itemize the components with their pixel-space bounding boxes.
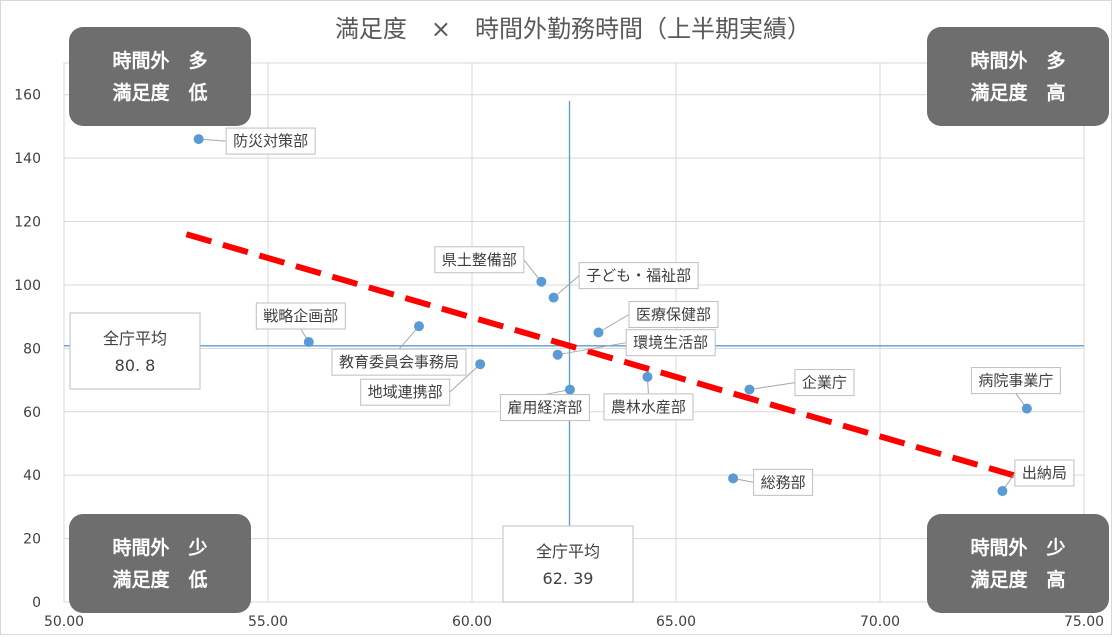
leader-line	[557, 342, 627, 356]
data-label-box	[255, 302, 346, 330]
quadrant-label: 時間外 多	[112, 49, 207, 72]
data-label-box	[331, 348, 467, 376]
x-tick-label: 70.00	[860, 614, 900, 630]
data-label-box	[225, 127, 316, 155]
data-point	[642, 371, 653, 382]
quadrant-box-top-right	[927, 27, 1109, 126]
average-x-box	[502, 525, 634, 603]
leader-line	[598, 314, 630, 333]
y-tick-label: 160	[14, 88, 41, 104]
y-tick-label: 120	[14, 215, 41, 231]
data-label-box	[625, 329, 716, 357]
quadrant-label: 満足度 低	[112, 81, 207, 104]
data-label-box	[753, 468, 814, 496]
data-label: 出納局	[1022, 464, 1067, 482]
data-point	[1021, 403, 1032, 414]
y-tick-label: 60	[23, 405, 41, 421]
data-label: 教育委員会事務局	[339, 353, 459, 371]
x-tick-label: 65.00	[656, 614, 696, 630]
quadrant-label: 満足度 高	[970, 81, 1065, 104]
data-label: 地域連携部	[368, 383, 443, 401]
quadrant-label: 時間外 少	[970, 536, 1065, 559]
chart-title: 満足度 × 時間外勤務時間（上半期実績）	[335, 15, 811, 43]
data-label: 企業庁	[802, 374, 847, 392]
data-label: 防災対策部	[233, 132, 308, 150]
data-label-box	[628, 301, 719, 328]
leader-line	[553, 275, 580, 299]
average-x-value: 62. 39	[543, 569, 594, 588]
average-x-label: 全庁平均	[536, 542, 600, 561]
data-point	[413, 321, 424, 332]
y-tick-label: 20	[23, 532, 41, 548]
data-point	[193, 134, 204, 145]
data-point	[536, 276, 547, 287]
quadrant-label: 満足度 高	[970, 568, 1065, 591]
data-label: 環境生活部	[633, 334, 708, 352]
y-tick-label: 100	[14, 278, 41, 294]
data-point	[593, 327, 604, 338]
data-label-box	[499, 394, 590, 422]
y-tick-label: 40	[23, 468, 41, 484]
trend-line	[185, 231, 1036, 485]
data-point	[548, 292, 559, 303]
data-point	[552, 349, 563, 360]
data-label: 雇用経済部	[507, 399, 582, 417]
x-tick-label: 55.00	[248, 614, 288, 630]
y-tick-label: 0	[32, 595, 41, 611]
data-label-box	[578, 262, 699, 290]
data-label: 戦略企画部	[263, 307, 338, 325]
quadrant-box-bottom-left	[69, 514, 251, 613]
quadrant-label: 満足度 低	[112, 568, 207, 591]
data-label: 農林水産部	[611, 398, 686, 416]
x-tick-label: 50.00	[44, 614, 84, 630]
y-tick-label: 140	[14, 151, 41, 167]
leader-line	[749, 382, 796, 391]
data-point	[303, 337, 314, 348]
data-label-box	[603, 393, 694, 421]
quadrant-box-bottom-right	[927, 514, 1109, 613]
data-label: 県土整備部	[442, 251, 517, 269]
data-label: 総務部	[761, 473, 806, 491]
data-point	[728, 473, 739, 484]
data-label-box	[970, 367, 1061, 395]
average-y-box	[69, 312, 201, 390]
average-y-value: 80. 8	[115, 356, 156, 375]
x-tick-label: 60.00	[452, 614, 492, 630]
data-label-box	[434, 246, 525, 274]
quadrant-label: 時間外 多	[970, 49, 1065, 72]
leader-line	[398, 325, 420, 350]
leader-line	[449, 363, 481, 393]
quadrant-label: 時間外 少	[112, 536, 207, 559]
x-tick-label: 75.00	[1064, 614, 1104, 630]
average-y-label: 全庁平均	[103, 329, 167, 348]
data-point	[475, 359, 486, 370]
data-label-box	[794, 369, 855, 397]
data-point	[744, 384, 755, 395]
data-point	[564, 384, 575, 395]
quadrant-box-top-left	[69, 27, 251, 126]
data-point	[997, 486, 1008, 497]
data-label-box	[360, 378, 451, 406]
data-label: 医療保健部	[636, 306, 711, 324]
data-label: 子ども・福祉部	[586, 267, 691, 285]
y-tick-label: 80	[23, 341, 41, 357]
data-label: 病院事業庁	[978, 372, 1053, 390]
data-label-box	[1014, 459, 1075, 487]
